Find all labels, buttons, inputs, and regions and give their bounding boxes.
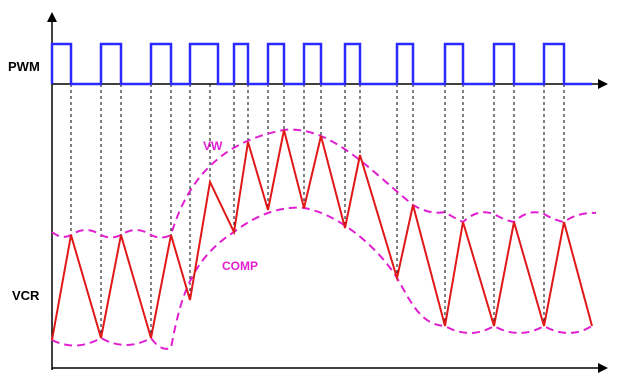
pwm-square-wave xyxy=(50,42,592,86)
vw-label: VW xyxy=(203,139,223,153)
comp-label: COMP xyxy=(222,259,258,273)
dashed-guide-lines xyxy=(70,84,565,338)
vcr-ramp-waveform xyxy=(51,129,593,341)
pwm-label: PWM xyxy=(8,59,40,74)
vcr-label: VCR xyxy=(12,288,40,303)
